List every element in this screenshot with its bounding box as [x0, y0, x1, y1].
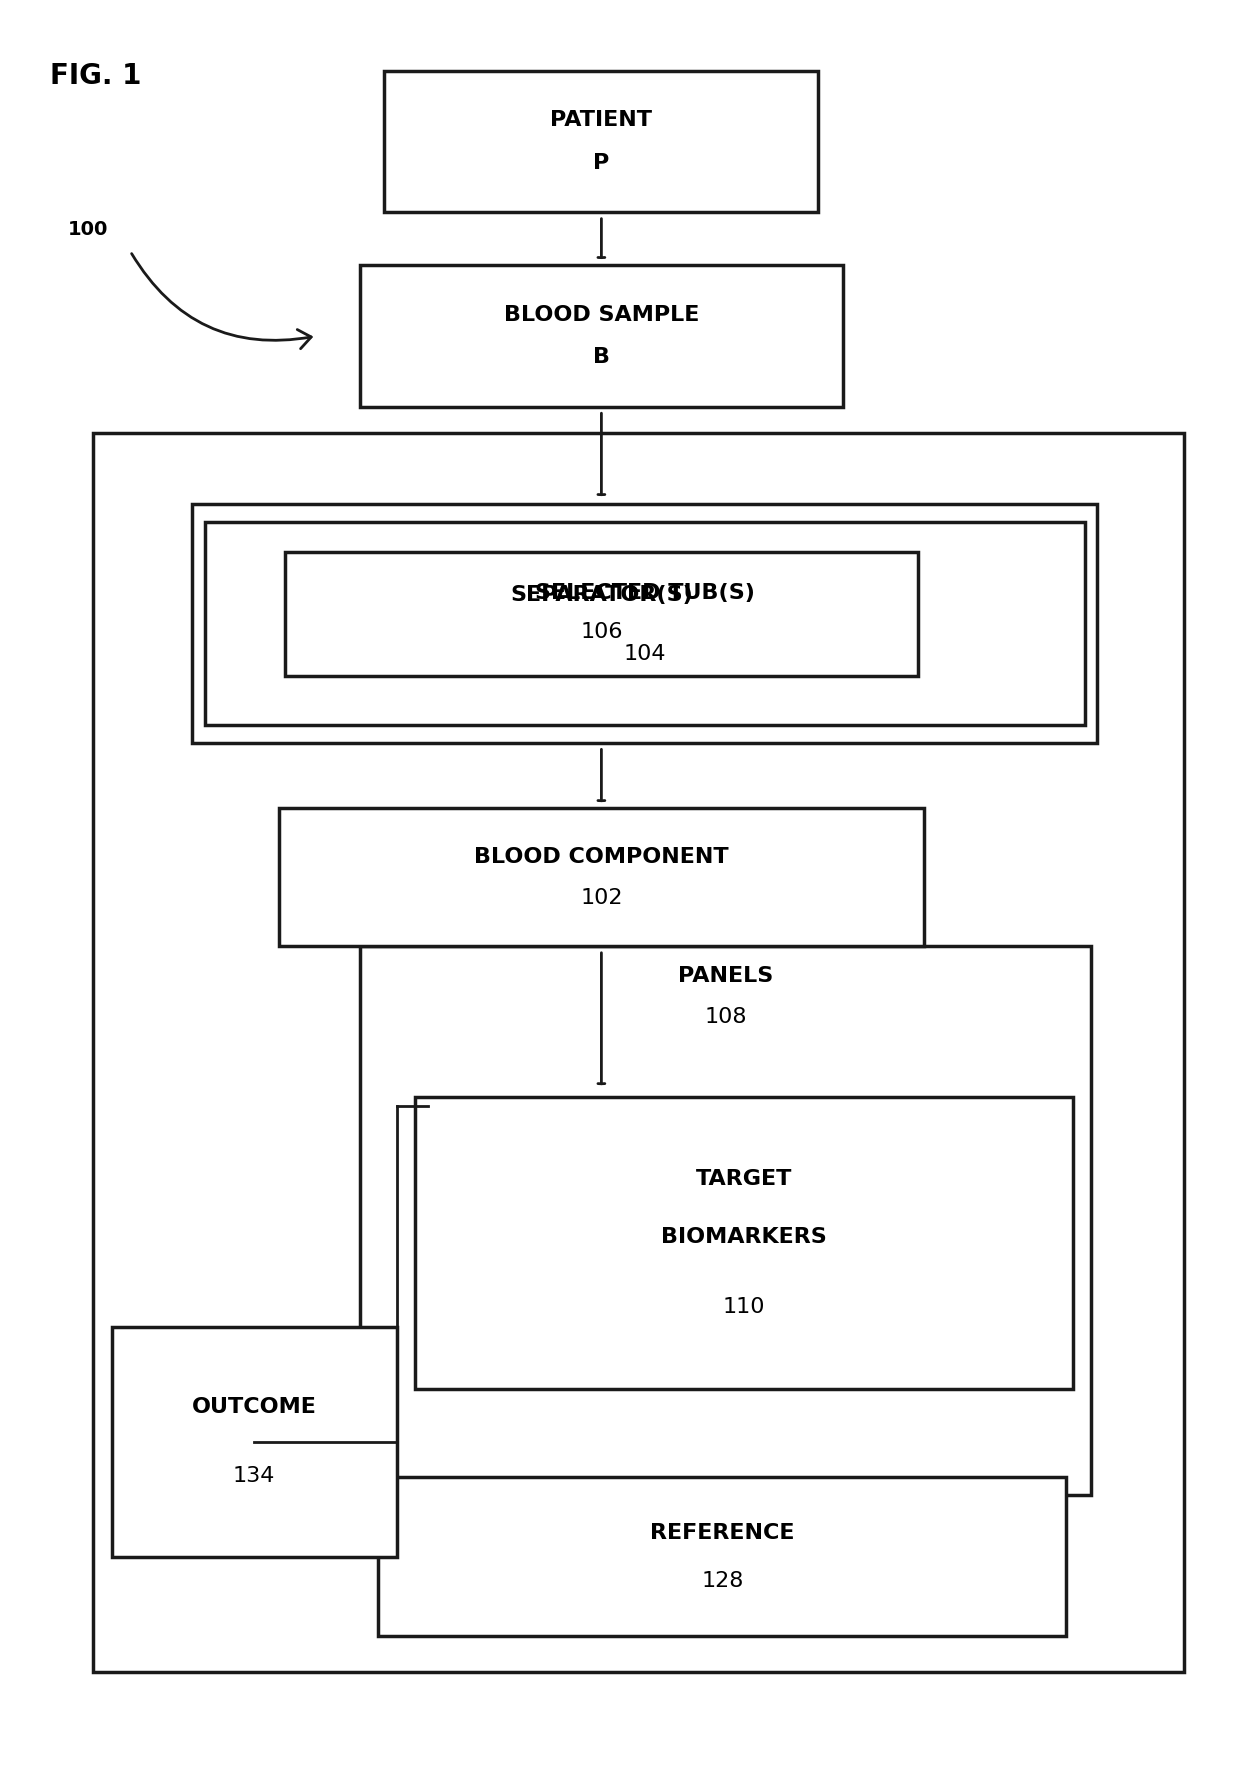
Text: 108: 108	[704, 1007, 746, 1028]
Text: BLOOD SAMPLE: BLOOD SAMPLE	[503, 304, 699, 325]
Text: REFERENCE: REFERENCE	[650, 1523, 795, 1543]
Text: 128: 128	[701, 1571, 744, 1590]
Bar	[205, 522, 1085, 725]
Text: 100: 100	[68, 221, 109, 239]
Text: PATIENT: PATIENT	[551, 110, 652, 131]
Text: OUTCOME: OUTCOME	[192, 1398, 316, 1417]
Bar	[384, 71, 818, 212]
Text: 102: 102	[580, 888, 622, 907]
Bar	[415, 1097, 1073, 1389]
Text: 110: 110	[723, 1297, 765, 1316]
Text: SELECTED TUB(S): SELECTED TUB(S)	[534, 584, 755, 603]
FancyArrowPatch shape	[131, 253, 311, 348]
Text: B: B	[593, 347, 610, 368]
Text: FIG. 1: FIG. 1	[50, 62, 141, 90]
Text: P: P	[593, 152, 610, 173]
Bar	[360, 265, 843, 407]
Text: TARGET: TARGET	[696, 1169, 792, 1189]
Bar	[112, 1327, 397, 1557]
Text: SEPARATOR(S): SEPARATOR(S)	[510, 586, 693, 605]
Text: BLOOD COMPONENT: BLOOD COMPONENT	[474, 847, 729, 867]
Bar	[192, 504, 1097, 743]
Bar	[279, 808, 924, 946]
Bar	[360, 946, 1091, 1495]
Text: 106: 106	[580, 623, 622, 642]
Text: BIOMARKERS: BIOMARKERS	[661, 1228, 827, 1247]
Text: 104: 104	[624, 644, 666, 663]
Text: 134: 134	[233, 1467, 275, 1486]
Bar	[93, 433, 1184, 1672]
Text: PANELS: PANELS	[678, 966, 773, 987]
Bar	[285, 552, 918, 676]
Bar	[378, 1477, 1066, 1636]
